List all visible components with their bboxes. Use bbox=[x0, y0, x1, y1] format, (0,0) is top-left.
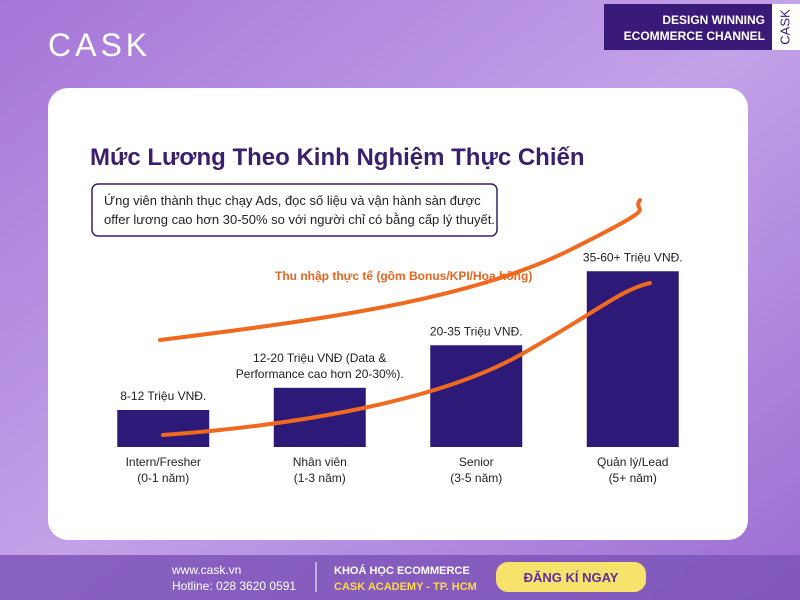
academy: CASK ACADEMY - TP. HCM bbox=[334, 581, 477, 593]
hotline: Hotline: 028 3620 0591 bbox=[172, 579, 296, 593]
note-box bbox=[91, 183, 498, 237]
value-label: Performance cao hơn 20-30%). bbox=[236, 367, 404, 381]
plot: 8-12 Triệu VNĐ. Intern/Fresher (0-1 năm) 12… bbox=[117, 250, 683, 485]
chart-title: Mức Lương Theo Kinh Nghiệm Thực Chiến bbox=[90, 144, 585, 171]
salary-curve bbox=[161, 281, 652, 437]
x-tick-label: Quản lý/Lead bbox=[597, 455, 668, 469]
logo: CASK bbox=[48, 27, 151, 63]
badge-text: DESIGN WINNING bbox=[662, 13, 765, 27]
x-tick-label: (3-5 năm) bbox=[450, 471, 502, 485]
website: www.cask.vn bbox=[171, 563, 241, 577]
note: Ứng viên thành thục chạy Ads, đọc số liệ… bbox=[104, 193, 481, 208]
cta-button[interactable] bbox=[496, 562, 646, 592]
value-label: 20-35 Triệu VNĐ. bbox=[430, 324, 523, 338]
note: offer lương cao hơn 30-50% so với người … bbox=[104, 212, 495, 227]
footer bbox=[0, 555, 800, 600]
bar bbox=[586, 271, 679, 447]
x-tick-label: Senior bbox=[459, 455, 494, 469]
x-tick-label: (1-3 năm) bbox=[294, 471, 346, 485]
x-tick-label: (5+ năm) bbox=[609, 471, 657, 485]
x-tick-label: (0-1 năm) bbox=[137, 471, 189, 485]
course: KHOÁ HỌC ECOMMERCE bbox=[334, 564, 470, 577]
value-label: 35-60+ Triệu VNĐ. bbox=[583, 250, 683, 264]
badge-side-box bbox=[772, 4, 800, 50]
bar bbox=[117, 410, 210, 447]
value-label: 8-12 Triệu VNĐ. bbox=[120, 389, 206, 403]
cta-label[interactable]: ĐĂNG KÍ NGAY bbox=[524, 570, 619, 585]
value-label: 12-20 Triệu VNĐ (Data & bbox=[253, 351, 386, 365]
income-curve bbox=[158, 198, 642, 342]
annotation: Thu nhập thực tế (gồm Bonus/KPI/Hoa hồng… bbox=[275, 269, 532, 283]
badge-side: CASK bbox=[777, 9, 792, 45]
badge-text: ECOMMERCE CHANNEL bbox=[624, 29, 765, 43]
x-tick-label: Nhân viên bbox=[293, 455, 347, 469]
badge bbox=[604, 4, 800, 50]
x-tick-label: Intern/Fresher bbox=[126, 455, 201, 469]
